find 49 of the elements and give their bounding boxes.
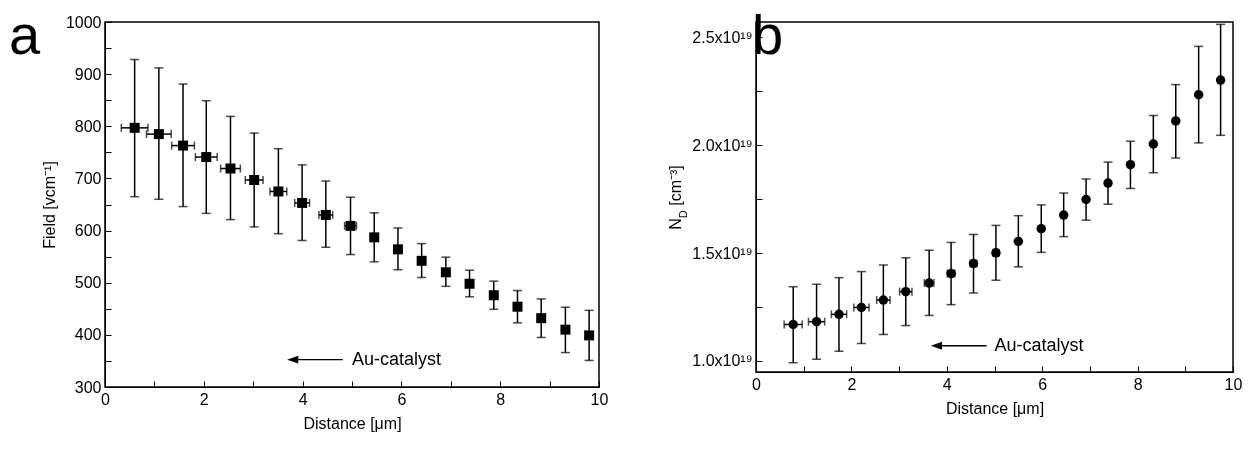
chart-title: a xyxy=(9,3,41,66)
annotation: Au-catalyst xyxy=(352,348,442,369)
y-tick-label: 300 xyxy=(74,378,102,396)
y-tick-label: 500 xyxy=(74,274,102,292)
point xyxy=(440,267,451,278)
x-tick-label: 10 xyxy=(590,390,609,408)
y-tick-label: 1.0x10¹⁹ xyxy=(692,352,753,370)
y-tick-label: 400 xyxy=(74,326,102,344)
x-tick-label: 10 xyxy=(1224,375,1243,393)
point xyxy=(297,197,308,208)
x-tick-label: 2 xyxy=(199,390,209,408)
y-axis-title: Field [vcm⁻¹] xyxy=(40,161,58,249)
x-axis-title: Distance [μm] xyxy=(303,414,402,432)
annotation: Au-catalyst xyxy=(994,334,1084,355)
point xyxy=(392,244,403,255)
y-tick-label: 2.0x10¹⁹ xyxy=(692,136,753,154)
point xyxy=(560,324,571,335)
point xyxy=(153,129,164,140)
y-tick-label: 1000 xyxy=(65,13,102,31)
point xyxy=(488,290,499,301)
y-tick-label: 600 xyxy=(74,222,102,240)
y-tick-label: 1.5x10¹⁹ xyxy=(692,244,753,262)
point xyxy=(178,140,189,151)
x-tick-label: 4 xyxy=(298,390,308,408)
point xyxy=(464,278,475,289)
x-tick-label: 0 xyxy=(752,375,762,393)
x-tick-label: 0 xyxy=(101,390,111,408)
x-tick-label: 8 xyxy=(1133,375,1143,393)
x-tick-label: 8 xyxy=(496,390,506,408)
x-tick-label: 2 xyxy=(847,375,857,393)
point xyxy=(249,174,260,185)
x-axis-title: Distance [μm] xyxy=(945,399,1045,417)
point xyxy=(129,122,140,133)
y-tick-label: 2.5x10¹⁹ xyxy=(692,28,753,46)
point xyxy=(273,186,284,197)
y-tick-label: 700 xyxy=(74,169,102,187)
x-tick-label: 4 xyxy=(942,375,952,393)
point xyxy=(225,163,236,174)
point xyxy=(536,313,547,324)
x-tick-label: 6 xyxy=(397,390,407,408)
y-tick-label: 900 xyxy=(74,65,102,83)
y-tick-label: 800 xyxy=(74,117,102,135)
point xyxy=(320,209,331,220)
point xyxy=(201,152,212,163)
point xyxy=(584,330,595,341)
point xyxy=(369,232,380,243)
point xyxy=(512,301,523,312)
point xyxy=(416,255,427,266)
x-tick-label: 6 xyxy=(1038,375,1048,393)
